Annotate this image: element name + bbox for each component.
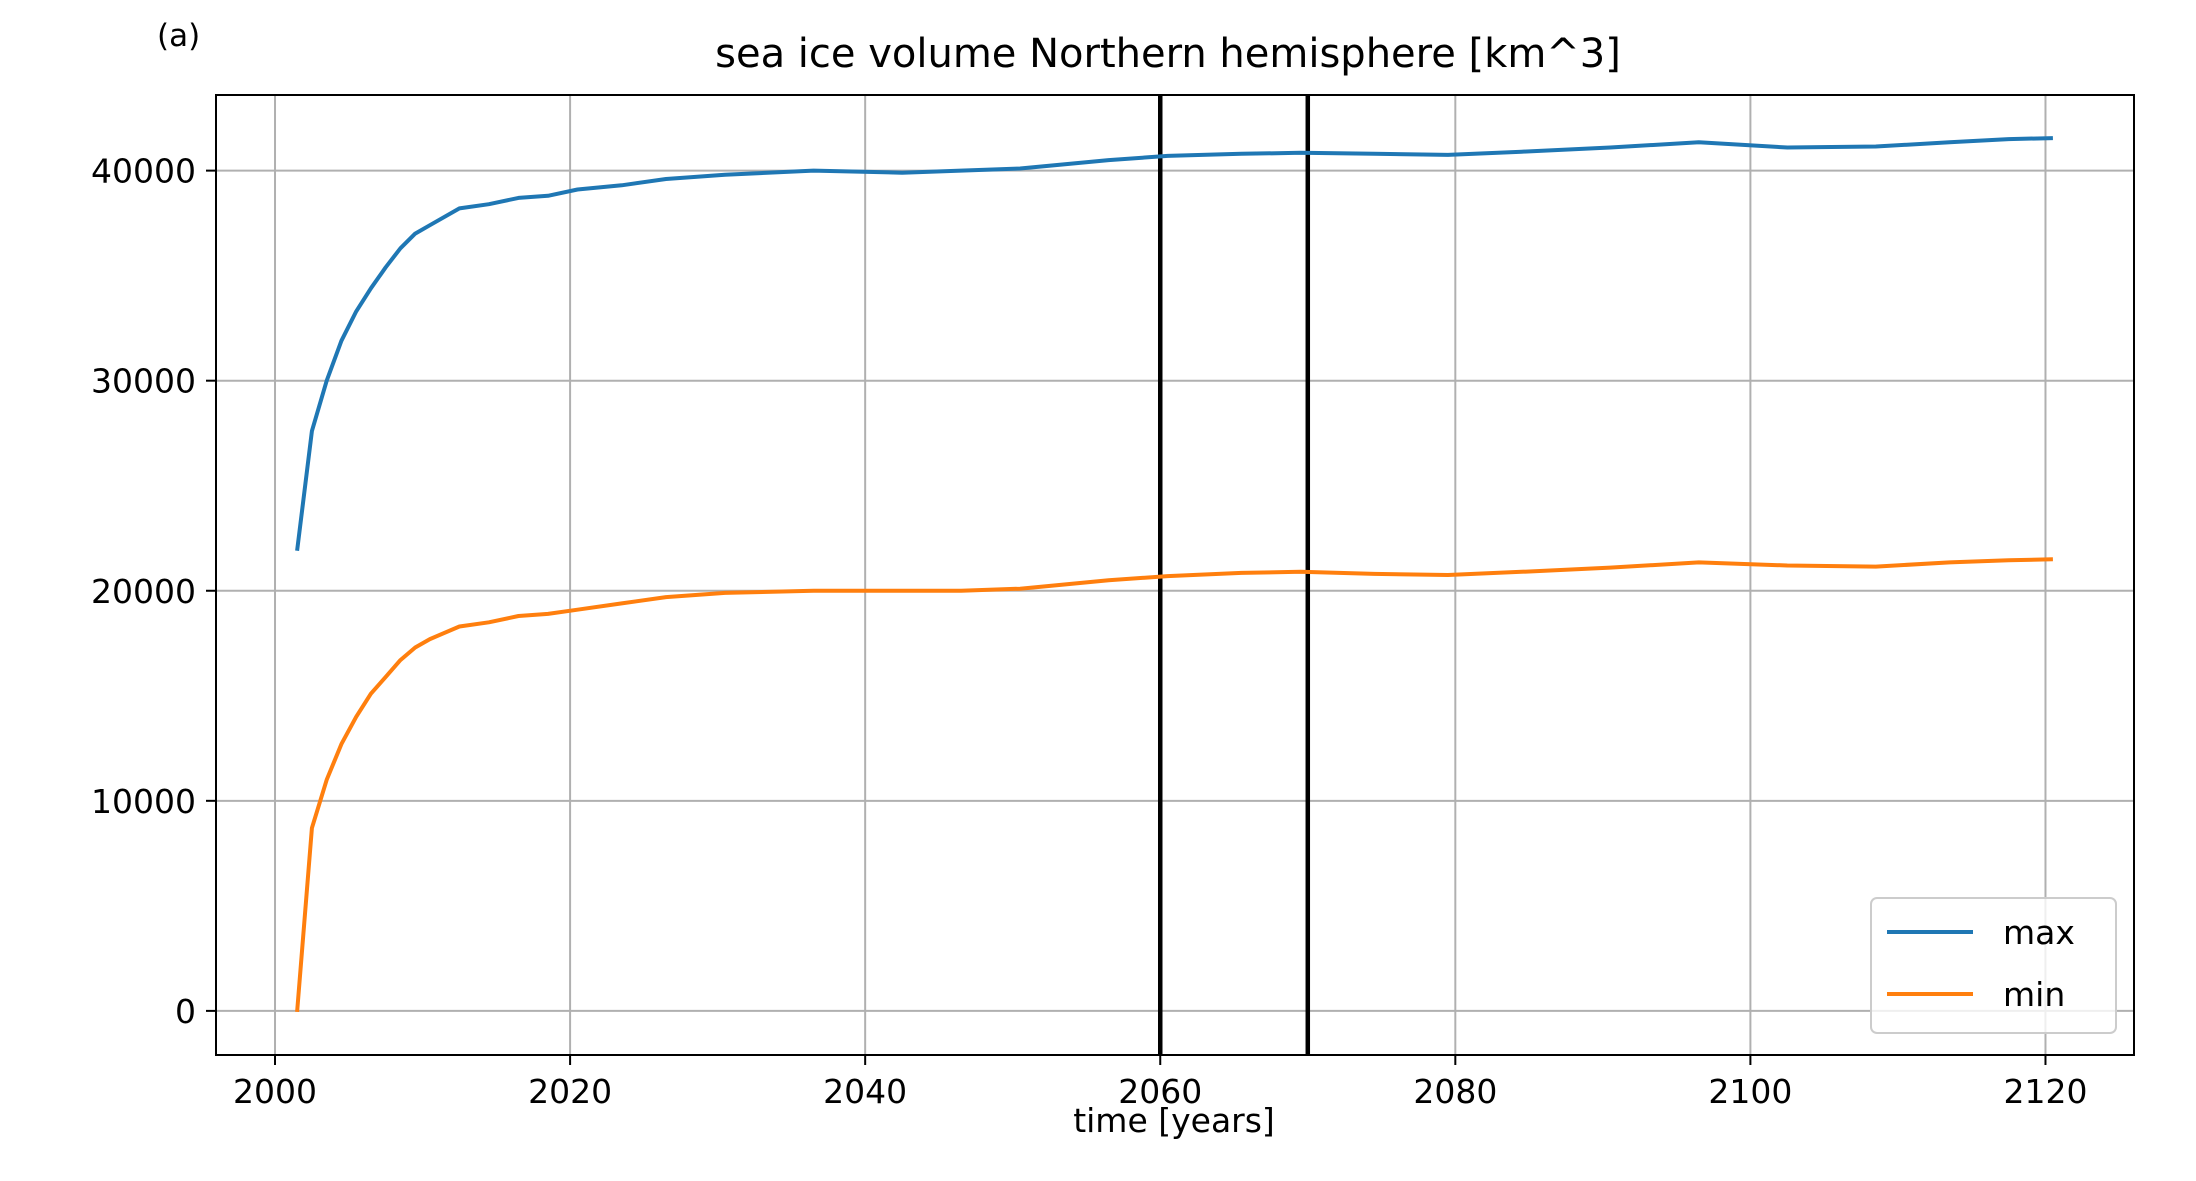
legend-label-max: max (2003, 913, 2075, 952)
axis-ticks: 2000 2020 2040 2060 2080 2100 2120 0 10000 20000 3… (91, 152, 2087, 1111)
legend: max min (1870, 897, 2117, 1034)
legend-label-min: min (2003, 975, 2065, 1014)
x-tick-label: 2060 (1118, 1072, 1202, 1111)
y-tick-label: 30000 (91, 362, 196, 401)
x-tick-label: 2020 (528, 1072, 612, 1111)
plot-area-frame (215, 94, 2135, 1056)
x-tick-label: 2040 (823, 1072, 907, 1111)
x-tick-label: 2080 (1413, 1072, 1497, 1111)
y-tick-label: 20000 (91, 572, 196, 611)
legend-box (1870, 897, 2117, 1034)
x-axis-title: time [years] (1073, 1101, 1275, 1140)
y-tick-label: 10000 (91, 782, 196, 821)
y-tick-label: 40000 (91, 152, 196, 191)
chart-title: sea ice volume Northern hemisphere [km^3… (715, 31, 1621, 77)
x-tick-label: 2000 (233, 1072, 317, 1111)
x-tick-label: 2120 (2003, 1072, 2087, 1111)
x-tick-label: 2100 (1708, 1072, 1792, 1111)
series-line-max (295, 136, 2053, 552)
series-line-min (295, 557, 2053, 1013)
y-tick-label: 0 (175, 992, 196, 1031)
series-lines (295, 136, 2053, 1013)
panel-label: (a) (157, 18, 200, 54)
